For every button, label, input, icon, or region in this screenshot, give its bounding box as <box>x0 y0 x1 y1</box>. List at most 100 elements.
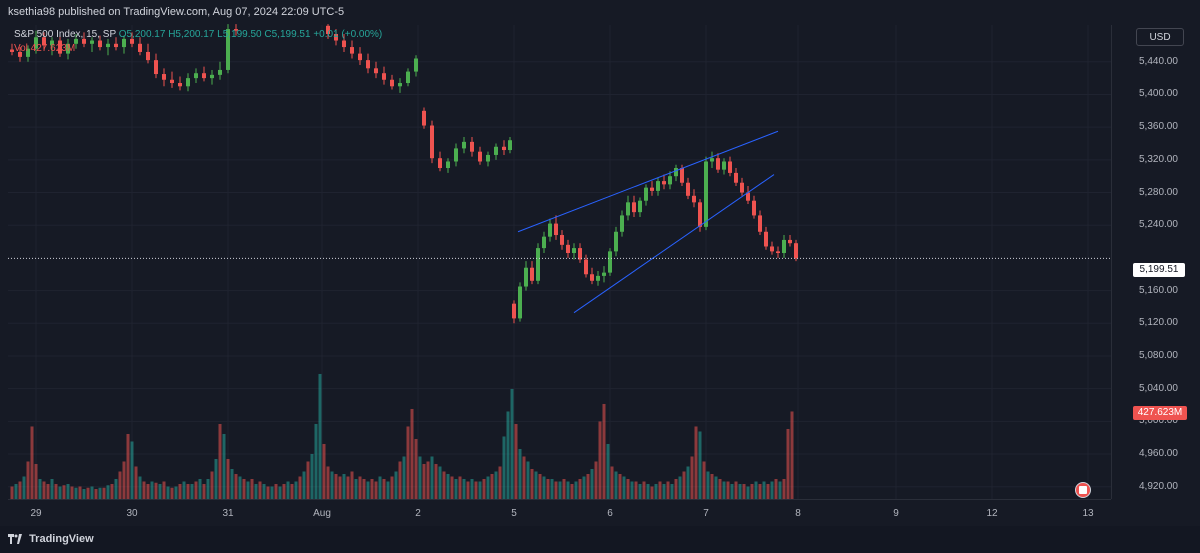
volume-bar <box>778 481 782 499</box>
candle-body <box>334 33 338 41</box>
candle-body <box>662 181 666 185</box>
volume-bar <box>30 426 34 499</box>
volume-bar <box>338 476 342 499</box>
volume-bar <box>162 481 166 499</box>
volume-bar <box>318 373 322 499</box>
volume-bar <box>614 471 618 499</box>
candle-body <box>154 60 158 75</box>
candle-body <box>382 73 386 80</box>
volume-bar <box>350 471 354 499</box>
volume-bar <box>354 478 358 499</box>
volume-bar <box>298 476 302 499</box>
candle-body <box>698 202 702 227</box>
volume-bar <box>594 461 598 499</box>
candle-body <box>58 40 62 54</box>
candle-body <box>414 58 418 72</box>
volume-bar <box>374 481 378 499</box>
volume-bar <box>454 478 458 499</box>
candle-body <box>114 43 118 48</box>
time-tick-label: 2 <box>415 508 421 519</box>
candle-body <box>788 239 792 244</box>
time-tick-label: 8 <box>795 508 801 519</box>
chart-panel[interactable] <box>8 25 1111 499</box>
tradingview-brand[interactable]: TradingView <box>8 533 94 545</box>
currency-button[interactable]: USD <box>1136 28 1184 46</box>
candle-body <box>494 146 498 155</box>
volume-bar <box>166 486 170 499</box>
candle-body <box>638 200 642 213</box>
volume-bar <box>702 461 706 499</box>
candle-body <box>674 168 678 177</box>
volume-bar <box>194 481 198 499</box>
volume-bar <box>386 481 390 499</box>
volume-bar <box>142 481 146 499</box>
time-tick-label: 29 <box>30 508 42 519</box>
volume-bar <box>190 483 194 499</box>
price-tick-label: 5,360.00 <box>1139 121 1178 133</box>
candle-body <box>686 182 690 196</box>
volume-bar <box>726 481 730 499</box>
candle-body <box>722 161 726 170</box>
volume-bar <box>50 478 54 499</box>
volume-bar <box>302 471 306 499</box>
legend-volume-row: Vol 427.623M <box>14 43 75 54</box>
candle-body <box>422 110 426 126</box>
volume-bar <box>346 476 350 499</box>
candle-body <box>502 146 506 151</box>
volume-bar <box>670 483 674 499</box>
volume-bar <box>506 411 510 499</box>
price-tick-label: 4,920.00 <box>1139 480 1178 492</box>
candle-body <box>548 223 552 237</box>
price-axis[interactable] <box>1111 25 1200 499</box>
volume-bar <box>650 486 654 499</box>
trendline <box>573 174 775 314</box>
volume-bar <box>694 426 698 499</box>
volume-bar <box>698 431 702 499</box>
time-tick-label: 7 <box>703 508 709 519</box>
volume-bar <box>86 487 90 499</box>
volume-bar <box>474 481 478 499</box>
candle-body <box>740 182 744 193</box>
candle-body <box>542 236 546 249</box>
candle-body <box>398 83 402 87</box>
volume-bar <box>214 458 218 499</box>
candle-body <box>650 187 654 191</box>
volume-bar <box>226 458 230 499</box>
volume-bar <box>546 478 550 499</box>
us-flag-icon[interactable] <box>1075 482 1091 498</box>
volume-bar <box>430 456 434 499</box>
volume-bar <box>578 478 582 499</box>
time-axis[interactable] <box>8 499 1111 527</box>
candlestick-chart[interactable] <box>0 0 1111 499</box>
candle-body <box>82 38 86 44</box>
volume-bar <box>58 486 62 499</box>
volume-bar <box>758 483 762 499</box>
candle-body <box>106 43 110 48</box>
volume-bar <box>134 466 138 499</box>
volume-bar <box>290 483 294 499</box>
price-tick-label: 5,400.00 <box>1139 88 1178 100</box>
volume-bar <box>158 483 162 499</box>
volume-bar <box>114 478 118 499</box>
candle-body <box>146 51 150 61</box>
volume-bar <box>390 476 394 499</box>
volume-bar <box>94 488 98 499</box>
volume-bar <box>646 483 650 499</box>
legend-title-row: S&P 500 Index, 15, SP O5,200.17 H5,200.1… <box>14 29 382 40</box>
candle-body <box>462 141 466 149</box>
volume-bar <box>46 483 50 499</box>
candle-body <box>764 231 768 247</box>
candle-body <box>366 60 370 69</box>
candle-body <box>518 286 522 319</box>
volume-bar <box>210 471 214 499</box>
volume-bar <box>622 476 626 499</box>
candle-body <box>122 38 126 48</box>
legend-volume: Vol 427.623M <box>14 43 76 54</box>
volume-bar <box>106 485 110 499</box>
volume-bar <box>770 481 774 499</box>
price-tick-label: 4,960.00 <box>1139 448 1178 460</box>
candle-body <box>350 47 354 54</box>
volume-bar <box>522 456 526 499</box>
volume-bar <box>146 483 150 499</box>
candle-body <box>602 272 606 276</box>
